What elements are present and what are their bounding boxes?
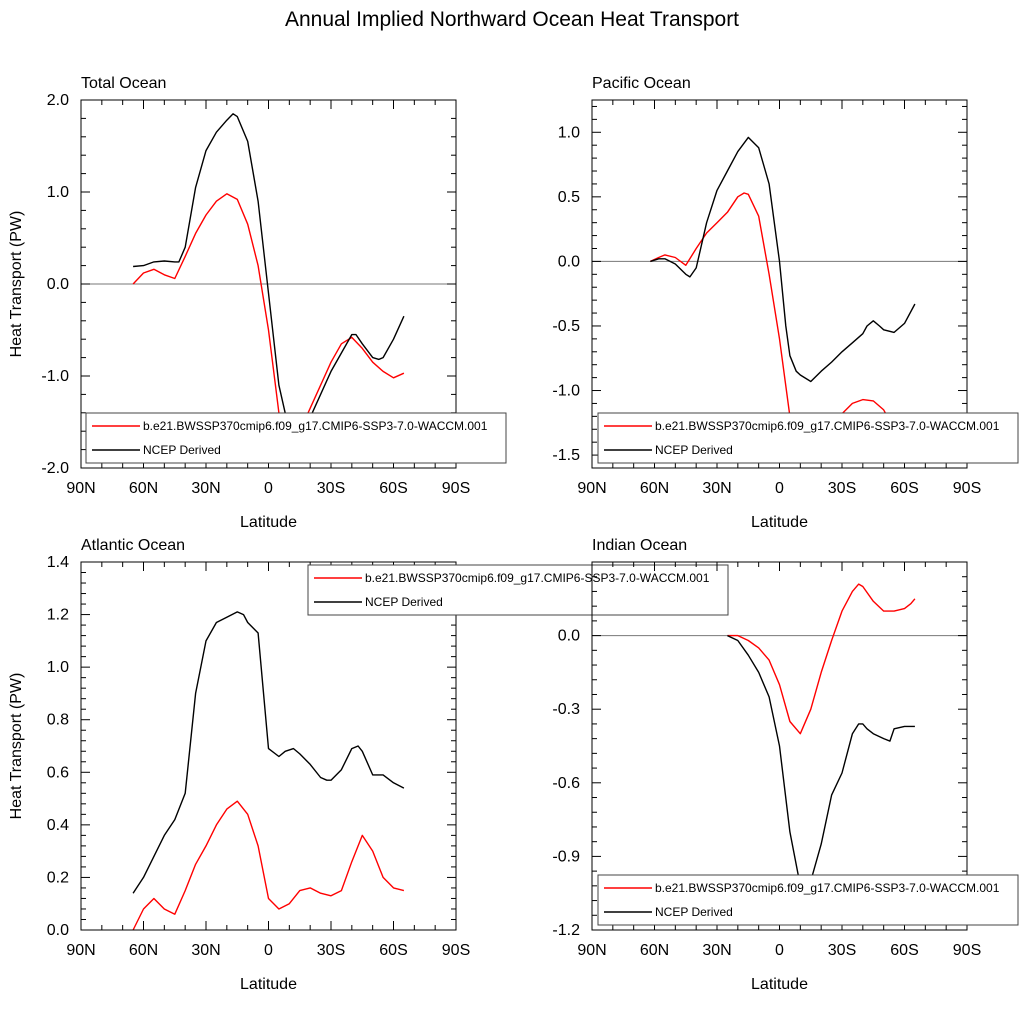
y-tick-label: 1.2 (47, 607, 69, 624)
legend-label: b.e21.BWSSP370cmip6.f09_g17.CMIP6-SSP3-7… (143, 419, 488, 433)
x-tick-label: 0 (264, 480, 273, 497)
ncep-series-line (727, 634, 915, 892)
y-tick-label: 0.0 (47, 276, 69, 293)
y-axis-label: Heat Transport (PW) (8, 673, 25, 820)
chart-panels: Total Ocean 90N 60N 30N 0 30S 60S 90S -2.0 -1.0 0.… (8, 75, 1019, 993)
y-tick-label: 1.0 (47, 659, 69, 676)
plot-frame (80, 99, 457, 469)
legend-label: NCEP Derived (143, 443, 221, 457)
x-tick-label: 30N (702, 480, 731, 497)
model-series-line (727, 583, 916, 735)
figure-title: Annual Implied Northward Ocean Heat Tran… (285, 8, 739, 31)
y-tick-label: -2.0 (41, 460, 69, 477)
panel-title: Indian Ocean (592, 537, 687, 554)
y-tick-label: 0.4 (47, 817, 69, 834)
plot-frame (591, 561, 968, 931)
x-tick-label: 90N (66, 942, 95, 959)
y-tick-label: 0.0 (558, 628, 580, 645)
y-tick-label: 0.2 (47, 869, 69, 886)
legend-label: NCEP Derived (655, 905, 733, 919)
x-tick-label: 90S (442, 480, 470, 497)
legend: b.e21.BWSSP370cmip6.f09_g17.CMIP6-SSP3-7… (597, 412, 1019, 464)
x-tick-label: 60S (379, 480, 407, 497)
x-tick-label: 60S (379, 942, 407, 959)
y-tick-label: 1.4 (47, 554, 69, 571)
legend-box (307, 564, 729, 616)
x-tick-label: 30N (191, 942, 220, 959)
legend-label: b.e21.BWSSP370cmip6.f09_g17.CMIP6-SSP3-7… (365, 571, 710, 585)
plot-frame (80, 561, 457, 931)
y-tick-label: 0.6 (47, 764, 69, 781)
x-tick-label: 0 (775, 942, 784, 959)
x-tick-label: 30S (317, 942, 345, 959)
x-axis-label: Latitude (751, 976, 808, 993)
y-tick-label: -1.0 (41, 368, 69, 385)
legend-label: b.e21.BWSSP370cmip6.f09_g17.CMIP6-SSP3-7… (655, 881, 1000, 895)
x-axis-label: Latitude (751, 514, 808, 531)
y-tick-label: -0.3 (552, 701, 580, 718)
chart-panel: Atlantic Ocean 90N 60N 30N 0 30S 60S 90S 0.0 0.2 0… (8, 537, 729, 993)
x-tick-label: 90S (953, 480, 981, 497)
y-tick-label: -0.9 (552, 848, 580, 865)
x-tick-label: 60S (890, 480, 918, 497)
x-tick-label: 90N (66, 480, 95, 497)
ncep-series-line (132, 611, 405, 894)
y-tick-label: 1.0 (558, 124, 580, 141)
ncep-series-line (650, 136, 916, 383)
x-tick-label: 0 (264, 942, 273, 959)
panel-title: Pacific Ocean (592, 75, 691, 92)
model-series-line (132, 800, 405, 931)
y-tick-label: 0.0 (47, 922, 69, 939)
y-tick-label: 0.5 (558, 189, 580, 206)
model-series-line (650, 192, 916, 459)
x-axis-label: Latitude (240, 514, 297, 531)
chart-panel: Pacific Ocean 90N 60N 30N 0 30S 60S 90S -1.5 -1.0… (552, 75, 1019, 531)
ncep-series-line (133, 113, 405, 437)
x-axis-label: Latitude (240, 976, 297, 993)
x-tick-label: 30S (828, 942, 856, 959)
legend: b.e21.BWSSP370cmip6.f09_g17.CMIP6-SSP3-7… (307, 564, 729, 616)
legend-label: b.e21.BWSSP370cmip6.f09_g17.CMIP6-SSP3-7… (655, 419, 1000, 433)
y-axis-label: Heat Transport (PW) (8, 211, 25, 358)
legend-box (597, 412, 1019, 464)
x-tick-label: 60N (129, 480, 158, 497)
panel-title: Atlantic Ocean (81, 537, 185, 554)
y-tick-label: -1.5 (552, 447, 580, 464)
y-tick-label: -1.0 (552, 383, 580, 400)
model-series-line (132, 193, 405, 453)
legend: b.e21.BWSSP370cmip6.f09_g17.CMIP6-SSP3-7… (85, 412, 507, 464)
legend-label: NCEP Derived (365, 595, 443, 609)
x-tick-label: 30N (702, 942, 731, 959)
x-tick-label: 90N (577, 480, 606, 497)
x-tick-label: 30S (317, 480, 345, 497)
legend-box (597, 874, 1019, 926)
y-tick-label: -1.2 (552, 922, 580, 939)
y-tick-label: 2.0 (47, 92, 69, 109)
y-tick-label: 1.0 (47, 184, 69, 201)
x-tick-label: 60N (129, 942, 158, 959)
x-tick-label: 60N (640, 942, 669, 959)
y-tick-label: -0.6 (552, 775, 580, 792)
x-tick-label: 60S (890, 942, 918, 959)
y-tick-label: 0.0 (558, 253, 580, 270)
chart-panel: Total Ocean 90N 60N 30N 0 30S 60S 90S -2.0 -1.0 0.… (8, 75, 507, 531)
x-tick-label: 30S (828, 480, 856, 497)
x-tick-label: 30N (191, 480, 220, 497)
x-tick-label: 90S (442, 942, 470, 959)
panel-title: Total Ocean (81, 75, 166, 92)
x-tick-label: 90N (577, 942, 606, 959)
chart-panel: Indian Ocean 90N 60N 30N 0 30S 60S 90S -1.2 -0.9 -… (552, 537, 1019, 993)
x-tick-label: 60N (640, 480, 669, 497)
x-tick-label: 0 (775, 480, 784, 497)
legend-label: NCEP Derived (655, 443, 733, 457)
y-tick-label: 0.8 (47, 712, 69, 729)
legend: b.e21.BWSSP370cmip6.f09_g17.CMIP6-SSP3-7… (597, 874, 1019, 926)
plot-frame (591, 99, 968, 469)
x-tick-label: 90S (953, 942, 981, 959)
legend-box (85, 412, 507, 464)
y-tick-label: -0.5 (552, 318, 580, 335)
